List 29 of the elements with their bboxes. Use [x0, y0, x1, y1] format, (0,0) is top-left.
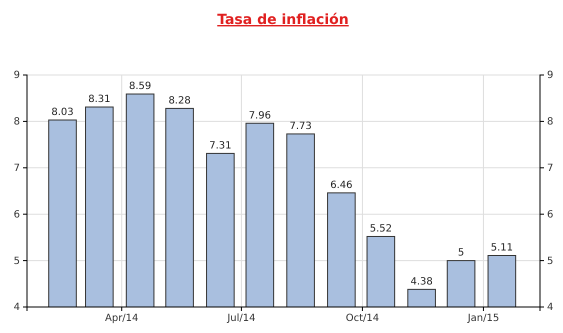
data-label: 7.73 [289, 120, 312, 132]
y2-tick-label: 7 [547, 163, 554, 174]
x-tick-label: Oct/14 [346, 313, 380, 324]
data-label: 5.11 [490, 242, 513, 254]
x-tick-label: Jan/15 [466, 313, 500, 324]
y2-tick-label: 8 [547, 116, 554, 128]
data-label: 7.31 [209, 140, 232, 152]
data-label: 8.28 [168, 95, 191, 106]
data-label: 8.59 [128, 81, 152, 92]
y-tick-label: 8 [14, 116, 20, 128]
y-tick-label: 7 [14, 163, 20, 174]
y2-tick-label: 6 [547, 209, 554, 220]
x-tick-label: Apr/14 [105, 313, 138, 324]
y2-tick-label: 4 [547, 302, 554, 314]
data-label: 5 [458, 248, 464, 259]
x-tick-label: Jul/14 [226, 313, 256, 324]
chart-title: Tasa de inflación [217, 12, 349, 28]
y-tick-label: 4 [14, 302, 20, 314]
y-tick-label: 9 [14, 70, 20, 82]
data-label: 6.46 [330, 180, 353, 191]
y-tick-label: 6 [14, 209, 20, 220]
data-label: 5.52 [370, 223, 392, 234]
y2-tick-label: 9 [547, 70, 554, 82]
data-label: 8.31 [88, 94, 110, 106]
y2-tick-label: 5 [547, 256, 554, 267]
y-tick-label: 5 [14, 256, 20, 267]
data-label: 8.03 [51, 107, 74, 118]
data-label: 7.96 [248, 110, 271, 122]
data-label: 4.38 [410, 276, 433, 288]
